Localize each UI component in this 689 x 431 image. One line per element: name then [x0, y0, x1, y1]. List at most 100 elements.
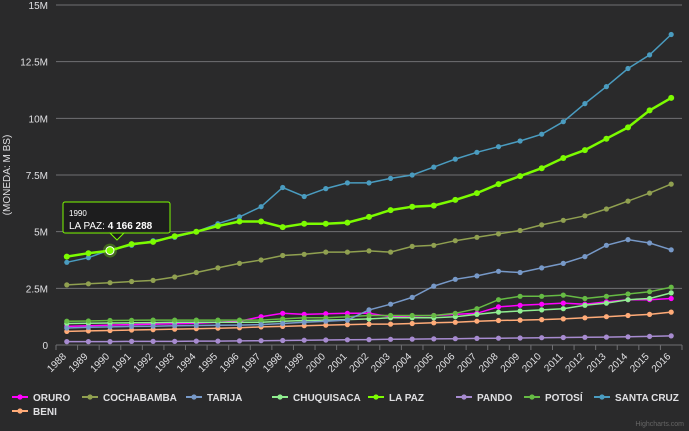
data-point[interactable]: [193, 228, 200, 235]
data-point[interactable]: [582, 302, 588, 308]
data-point[interactable]: [85, 339, 91, 345]
data-point[interactable]: [452, 238, 458, 244]
data-point[interactable]: [625, 312, 631, 319]
data-point[interactable]: [107, 324, 113, 330]
data-point[interactable]: [668, 181, 674, 187]
series-cochabamba[interactable]: [64, 181, 674, 288]
data-point[interactable]: [301, 315, 307, 321]
data-point[interactable]: [539, 265, 545, 271]
data-point[interactable]: [625, 124, 631, 131]
data-point[interactable]: [560, 334, 566, 341]
data-point[interactable]: [236, 260, 243, 266]
data-point[interactable]: [582, 295, 588, 302]
data-point[interactable]: [366, 337, 372, 343]
data-point[interactable]: [517, 269, 523, 276]
data-point[interactable]: [85, 328, 91, 334]
data-point[interactable]: [668, 309, 674, 315]
data-point[interactable]: [668, 290, 674, 296]
data-point[interactable]: [603, 206, 610, 212]
data-point[interactable]: [647, 333, 653, 339]
data-point[interactable]: [560, 260, 566, 266]
data-point[interactable]: [517, 173, 524, 180]
legend-label[interactable]: COCHABAMBA: [103, 393, 177, 404]
data-point[interactable]: [280, 316, 286, 322]
data-point[interactable]: [258, 257, 264, 263]
data-point[interactable]: [107, 339, 113, 345]
data-point[interactable]: [280, 184, 286, 191]
data-point[interactable]: [193, 338, 199, 344]
series-pando[interactable]: [64, 333, 674, 345]
data-point[interactable]: [474, 311, 480, 317]
data-point[interactable]: [409, 243, 415, 249]
data-point[interactable]: [452, 156, 458, 162]
data-point[interactable]: [129, 323, 135, 329]
data-point[interactable]: [495, 231, 502, 237]
data-point[interactable]: [452, 336, 458, 342]
data-point[interactable]: [539, 293, 545, 299]
data-point[interactable]: [581, 147, 588, 154]
data-point[interactable]: [603, 293, 610, 299]
data-point[interactable]: [430, 202, 437, 209]
data-point[interactable]: [517, 317, 523, 323]
data-point[interactable]: [129, 317, 135, 323]
data-point[interactable]: [560, 300, 566, 306]
data-point[interactable]: [474, 273, 480, 279]
data-point[interactable]: [647, 52, 653, 58]
data-point[interactable]: [539, 222, 545, 228]
data-point[interactable]: [538, 165, 545, 172]
data-point[interactable]: [603, 314, 610, 320]
data-point[interactable]: [64, 259, 70, 265]
data-point[interactable]: [582, 315, 588, 321]
data-point[interactable]: [452, 310, 458, 316]
legend-item[interactable]: TARIJA: [186, 393, 242, 404]
data-point[interactable]: [172, 338, 178, 344]
data-point[interactable]: [647, 311, 653, 317]
data-point[interactable]: [172, 274, 178, 280]
data-point[interactable]: [539, 335, 545, 341]
data-point[interactable]: [517, 227, 523, 234]
data-point[interactable]: [344, 337, 350, 343]
data-point[interactable]: [452, 276, 458, 282]
data-point[interactable]: [668, 247, 674, 253]
data-point[interactable]: [344, 249, 350, 255]
series-la-paz[interactable]: [63, 94, 675, 260]
data-point[interactable]: [452, 196, 459, 203]
data-point[interactable]: [625, 237, 631, 243]
data-point[interactable]: [474, 234, 480, 240]
data-point[interactable]: [64, 325, 70, 331]
data-point[interactable]: [495, 181, 502, 188]
data-point[interactable]: [431, 312, 437, 319]
data-point[interactable]: [409, 172, 415, 178]
data-point[interactable]: [409, 312, 415, 319]
data-point[interactable]: [625, 297, 631, 303]
data-point[interactable]: [647, 295, 653, 302]
data-point[interactable]: [64, 318, 70, 324]
data-point[interactable]: [280, 252, 286, 259]
data-point[interactable]: [323, 322, 329, 328]
legend-label[interactable]: LA PAZ: [389, 393, 424, 404]
data-point[interactable]: [668, 94, 675, 101]
data-point[interactable]: [603, 242, 610, 248]
data-point[interactable]: [517, 138, 523, 144]
data-point[interactable]: [150, 338, 156, 344]
data-point[interactable]: [258, 204, 264, 210]
data-point[interactable]: [344, 322, 350, 328]
data-point[interactable]: [495, 317, 502, 324]
data-point[interactable]: [560, 155, 567, 161]
data-point[interactable]: [625, 291, 631, 297]
data-point[interactable]: [301, 251, 307, 257]
data-point[interactable]: [301, 319, 307, 325]
data-point[interactable]: [129, 338, 135, 344]
legend-label[interactable]: POTOSÍ: [545, 391, 583, 404]
credits[interactable]: Highcharts.com: [635, 421, 684, 428]
data-point[interactable]: [129, 278, 135, 285]
data-point[interactable]: [85, 318, 91, 324]
data-point[interactable]: [495, 144, 502, 150]
data-point[interactable]: [64, 282, 70, 288]
legend-item[interactable]: POTOSÍ: [524, 391, 583, 404]
data-point[interactable]: [280, 310, 286, 316]
data-point[interactable]: [582, 213, 588, 219]
data-point[interactable]: [150, 238, 157, 245]
data-point[interactable]: [431, 164, 437, 170]
data-point[interactable]: [322, 220, 329, 227]
